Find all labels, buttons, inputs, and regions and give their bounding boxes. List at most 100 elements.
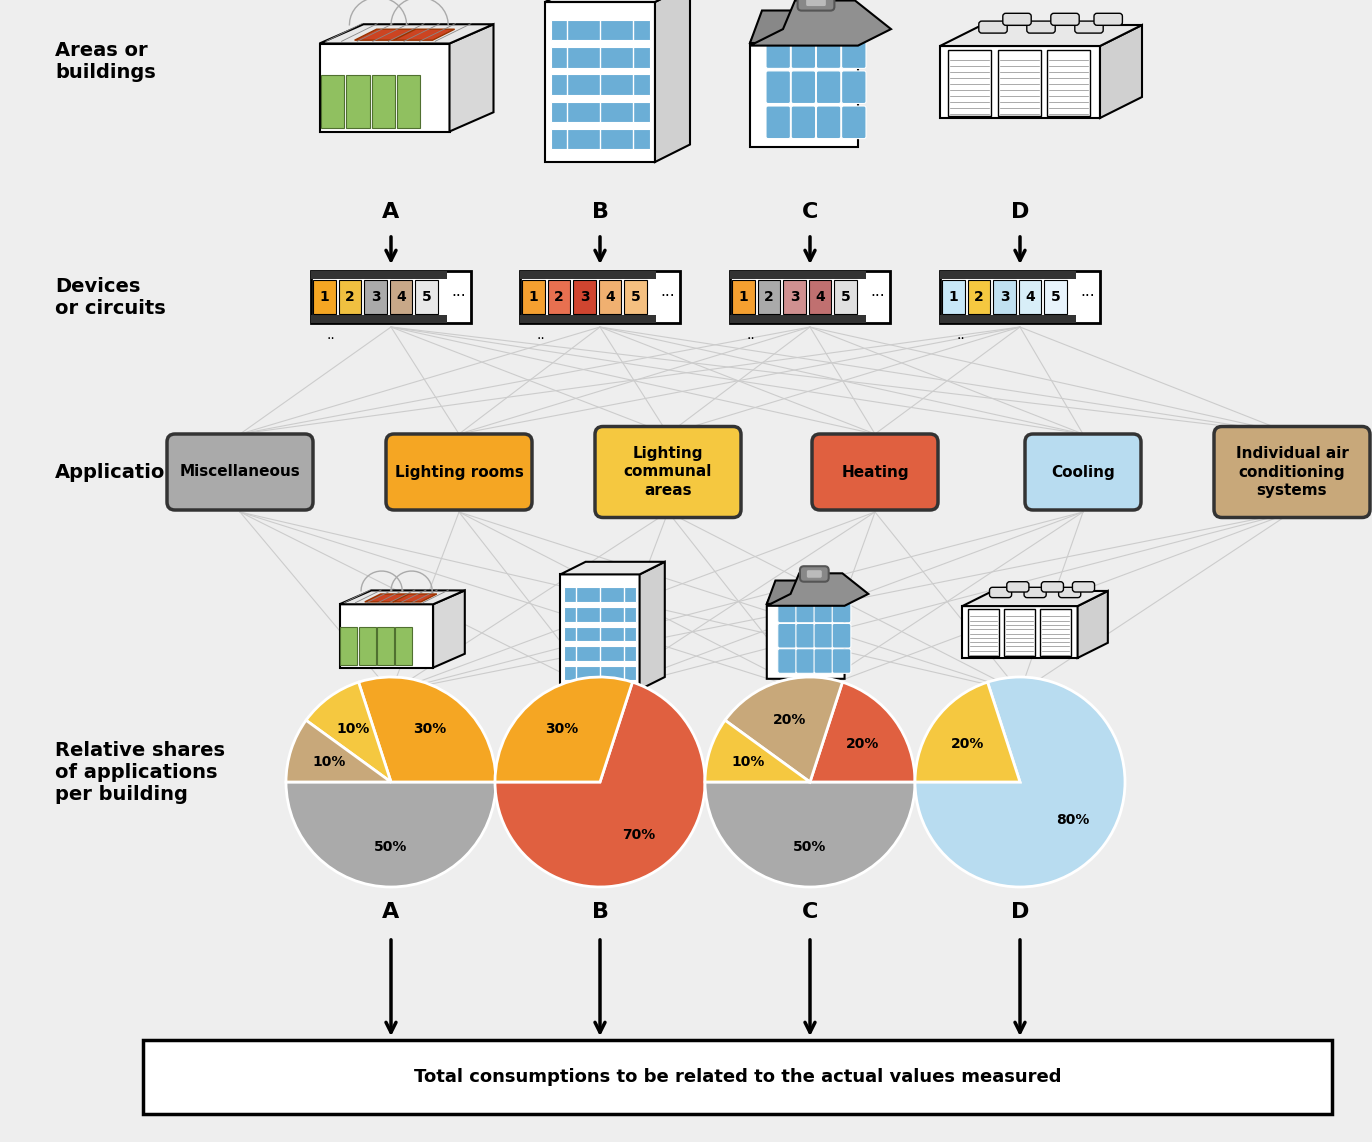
Wedge shape xyxy=(915,677,1125,887)
Text: 10%: 10% xyxy=(313,755,346,769)
Polygon shape xyxy=(1100,25,1142,118)
FancyBboxPatch shape xyxy=(766,71,790,104)
Text: D: D xyxy=(1011,202,1029,222)
Text: Lighting rooms: Lighting rooms xyxy=(395,465,524,480)
Text: ...: ... xyxy=(661,284,675,299)
FancyBboxPatch shape xyxy=(989,587,1011,597)
Bar xyxy=(730,315,866,323)
Text: ...: ... xyxy=(871,284,885,299)
Text: Areas or
buildings: Areas or buildings xyxy=(55,41,156,82)
Text: 50%: 50% xyxy=(793,841,827,854)
FancyBboxPatch shape xyxy=(833,598,851,622)
Text: 1: 1 xyxy=(738,290,748,304)
Polygon shape xyxy=(767,585,845,678)
Polygon shape xyxy=(750,0,890,46)
Bar xyxy=(730,271,890,323)
Text: 20%: 20% xyxy=(951,737,984,750)
FancyBboxPatch shape xyxy=(807,570,822,578)
Polygon shape xyxy=(767,573,868,605)
FancyBboxPatch shape xyxy=(143,1040,1332,1113)
FancyBboxPatch shape xyxy=(816,106,841,138)
Polygon shape xyxy=(560,562,665,574)
Polygon shape xyxy=(339,590,465,604)
FancyBboxPatch shape xyxy=(814,598,833,622)
Polygon shape xyxy=(545,2,654,162)
Polygon shape xyxy=(365,594,409,602)
Text: 5: 5 xyxy=(421,290,432,304)
FancyBboxPatch shape xyxy=(1214,426,1371,517)
FancyBboxPatch shape xyxy=(1041,581,1063,592)
Bar xyxy=(573,280,595,314)
Bar xyxy=(311,271,471,323)
Bar xyxy=(340,627,357,666)
Text: 3: 3 xyxy=(790,290,800,304)
Polygon shape xyxy=(639,562,665,690)
Bar xyxy=(520,271,681,323)
Text: B: B xyxy=(591,202,609,222)
Polygon shape xyxy=(450,24,494,131)
FancyBboxPatch shape xyxy=(1051,14,1080,25)
Text: ..: .. xyxy=(536,328,545,341)
Text: C: C xyxy=(801,902,818,922)
Bar xyxy=(997,50,1041,115)
Text: 80%: 80% xyxy=(1056,813,1089,827)
Wedge shape xyxy=(809,682,915,782)
Bar xyxy=(969,609,999,657)
Text: Devices
or circuits: Devices or circuits xyxy=(55,276,166,317)
Bar xyxy=(339,280,361,314)
Polygon shape xyxy=(564,666,635,681)
FancyBboxPatch shape xyxy=(1059,587,1081,597)
Text: 4: 4 xyxy=(1025,290,1034,304)
Text: B: B xyxy=(591,902,609,922)
FancyBboxPatch shape xyxy=(167,434,313,510)
Text: 1: 1 xyxy=(320,290,329,304)
Text: 20%: 20% xyxy=(774,713,807,727)
Polygon shape xyxy=(564,587,635,602)
Polygon shape xyxy=(654,0,690,162)
Text: A: A xyxy=(383,202,399,222)
Text: 70%: 70% xyxy=(622,828,654,842)
Polygon shape xyxy=(750,10,858,43)
Bar xyxy=(311,315,447,323)
Polygon shape xyxy=(392,594,436,602)
Text: 2: 2 xyxy=(974,290,984,304)
FancyBboxPatch shape xyxy=(778,624,797,648)
Polygon shape xyxy=(564,646,635,661)
Text: D: D xyxy=(1011,902,1029,922)
Bar xyxy=(834,280,858,314)
Bar xyxy=(733,280,755,314)
Polygon shape xyxy=(564,627,635,641)
Bar xyxy=(943,280,965,314)
Bar xyxy=(967,280,991,314)
FancyBboxPatch shape xyxy=(816,71,841,104)
Wedge shape xyxy=(285,782,497,887)
Polygon shape xyxy=(564,606,635,621)
FancyBboxPatch shape xyxy=(978,21,1007,33)
Bar xyxy=(547,280,571,314)
Text: 5: 5 xyxy=(631,290,641,304)
Text: 4: 4 xyxy=(815,290,825,304)
FancyBboxPatch shape xyxy=(797,0,834,10)
FancyBboxPatch shape xyxy=(1026,21,1055,33)
FancyBboxPatch shape xyxy=(800,566,829,581)
Wedge shape xyxy=(306,682,391,782)
Wedge shape xyxy=(495,682,705,887)
Text: ..: .. xyxy=(746,328,755,341)
Bar xyxy=(1004,609,1034,657)
Bar xyxy=(730,271,866,279)
Text: 50%: 50% xyxy=(375,841,407,854)
Text: 10%: 10% xyxy=(336,723,369,737)
Text: Lighting
communal
areas: Lighting communal areas xyxy=(624,445,712,498)
Text: 3: 3 xyxy=(1000,290,1010,304)
Polygon shape xyxy=(339,604,434,668)
Bar xyxy=(624,280,648,314)
FancyBboxPatch shape xyxy=(766,106,790,138)
Text: 10%: 10% xyxy=(731,755,764,769)
Bar xyxy=(993,280,1015,314)
FancyBboxPatch shape xyxy=(792,71,815,104)
Bar xyxy=(1047,50,1091,115)
Text: 2: 2 xyxy=(554,290,564,304)
Polygon shape xyxy=(434,590,465,668)
FancyBboxPatch shape xyxy=(386,434,532,510)
Text: 20%: 20% xyxy=(847,737,879,750)
